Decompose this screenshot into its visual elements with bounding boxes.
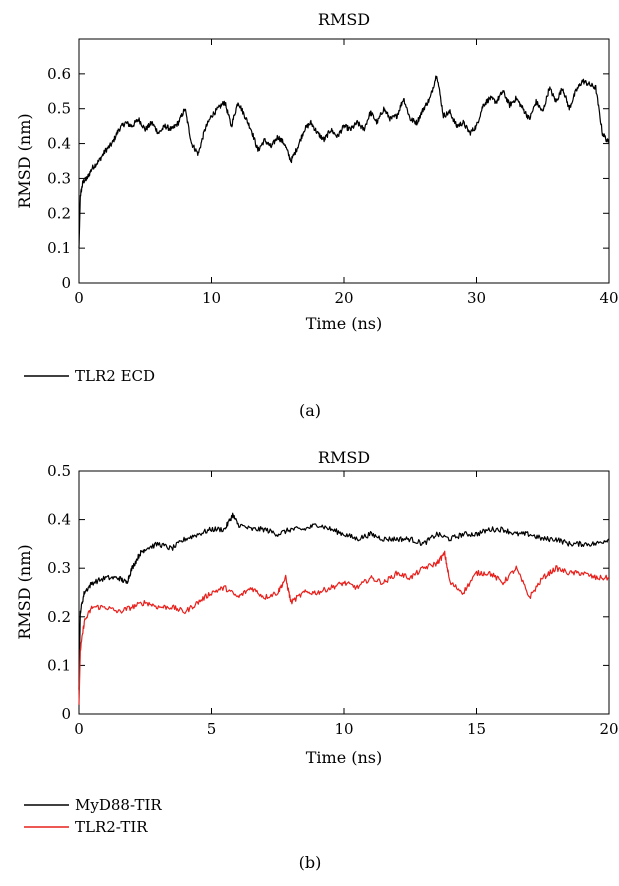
y-tick-label: 0 [61, 274, 71, 292]
x-tick-label: 30 [467, 289, 486, 307]
chart-panel-a: RMSD 0 10 20 30 40 0 0.1 0.2 0.3 0.4 0.5 0.6 Time (… [15, 10, 619, 420]
y-tick-label: 0.5 [47, 100, 71, 118]
x-tick-label: 15 [467, 720, 486, 738]
x-axis-label: Time (ns) [306, 748, 383, 767]
legend-label: TLR2-TIR [75, 818, 148, 836]
y-tick-label: 0 [61, 705, 71, 723]
plot-frame [78, 38, 610, 284]
y-tick-label: 0.1 [47, 239, 71, 257]
y-tick-label: 0.3 [47, 559, 71, 577]
plot-frame [78, 470, 610, 715]
y-axis-label: RMSD (nm) [15, 113, 34, 208]
y-tick-label: 0.4 [47, 511, 71, 529]
legend-label: TLR2 ECD [75, 367, 155, 385]
y-tick-label: 0.3 [47, 169, 71, 187]
y-tick-label: 0.4 [47, 135, 71, 153]
axis-ticks: 0 5 10 15 20 0 0.1 0.2 0.3 0.4 0.5 [47, 462, 618, 738]
legend: TLR2 ECD [24, 367, 155, 385]
x-tick-label: 40 [599, 289, 618, 307]
x-tick-label: 10 [202, 289, 221, 307]
y-axis-label: RMSD (nm) [15, 544, 34, 639]
legend-label: MyD88-TIR [75, 796, 162, 814]
series-group [78, 75, 610, 249]
x-tick-label: 20 [334, 289, 353, 307]
x-axis-label: Time (ns) [306, 314, 383, 333]
series-line-tlr2-tir [78, 550, 610, 705]
y-tick-label: 0.2 [47, 204, 71, 222]
x-tick-label: 20 [599, 720, 618, 738]
chart-title: RMSD [318, 10, 370, 29]
x-tick-label: 0 [74, 720, 84, 738]
y-tick-label: 0.5 [47, 462, 71, 480]
series-line-tlr2-ecd [78, 75, 610, 249]
x-tick-label: 5 [207, 720, 217, 738]
x-tick-label: 0 [74, 289, 84, 307]
series-line-myd88-tir [78, 512, 610, 690]
series-group [78, 512, 610, 705]
y-tick-label: 0.6 [47, 65, 71, 83]
panel-label: (b) [299, 853, 322, 872]
panel-label: (a) [299, 401, 321, 420]
axis-ticks: 0 10 20 30 40 0 0.1 0.2 0.3 0.4 0.5 0.6 [47, 39, 619, 307]
chart-title: RMSD [318, 448, 370, 467]
x-tick-label: 10 [334, 720, 353, 738]
legend: MyD88-TIR TLR2-TIR [24, 796, 162, 836]
y-tick-label: 0.2 [47, 608, 71, 626]
y-tick-label: 0.1 [47, 656, 71, 674]
